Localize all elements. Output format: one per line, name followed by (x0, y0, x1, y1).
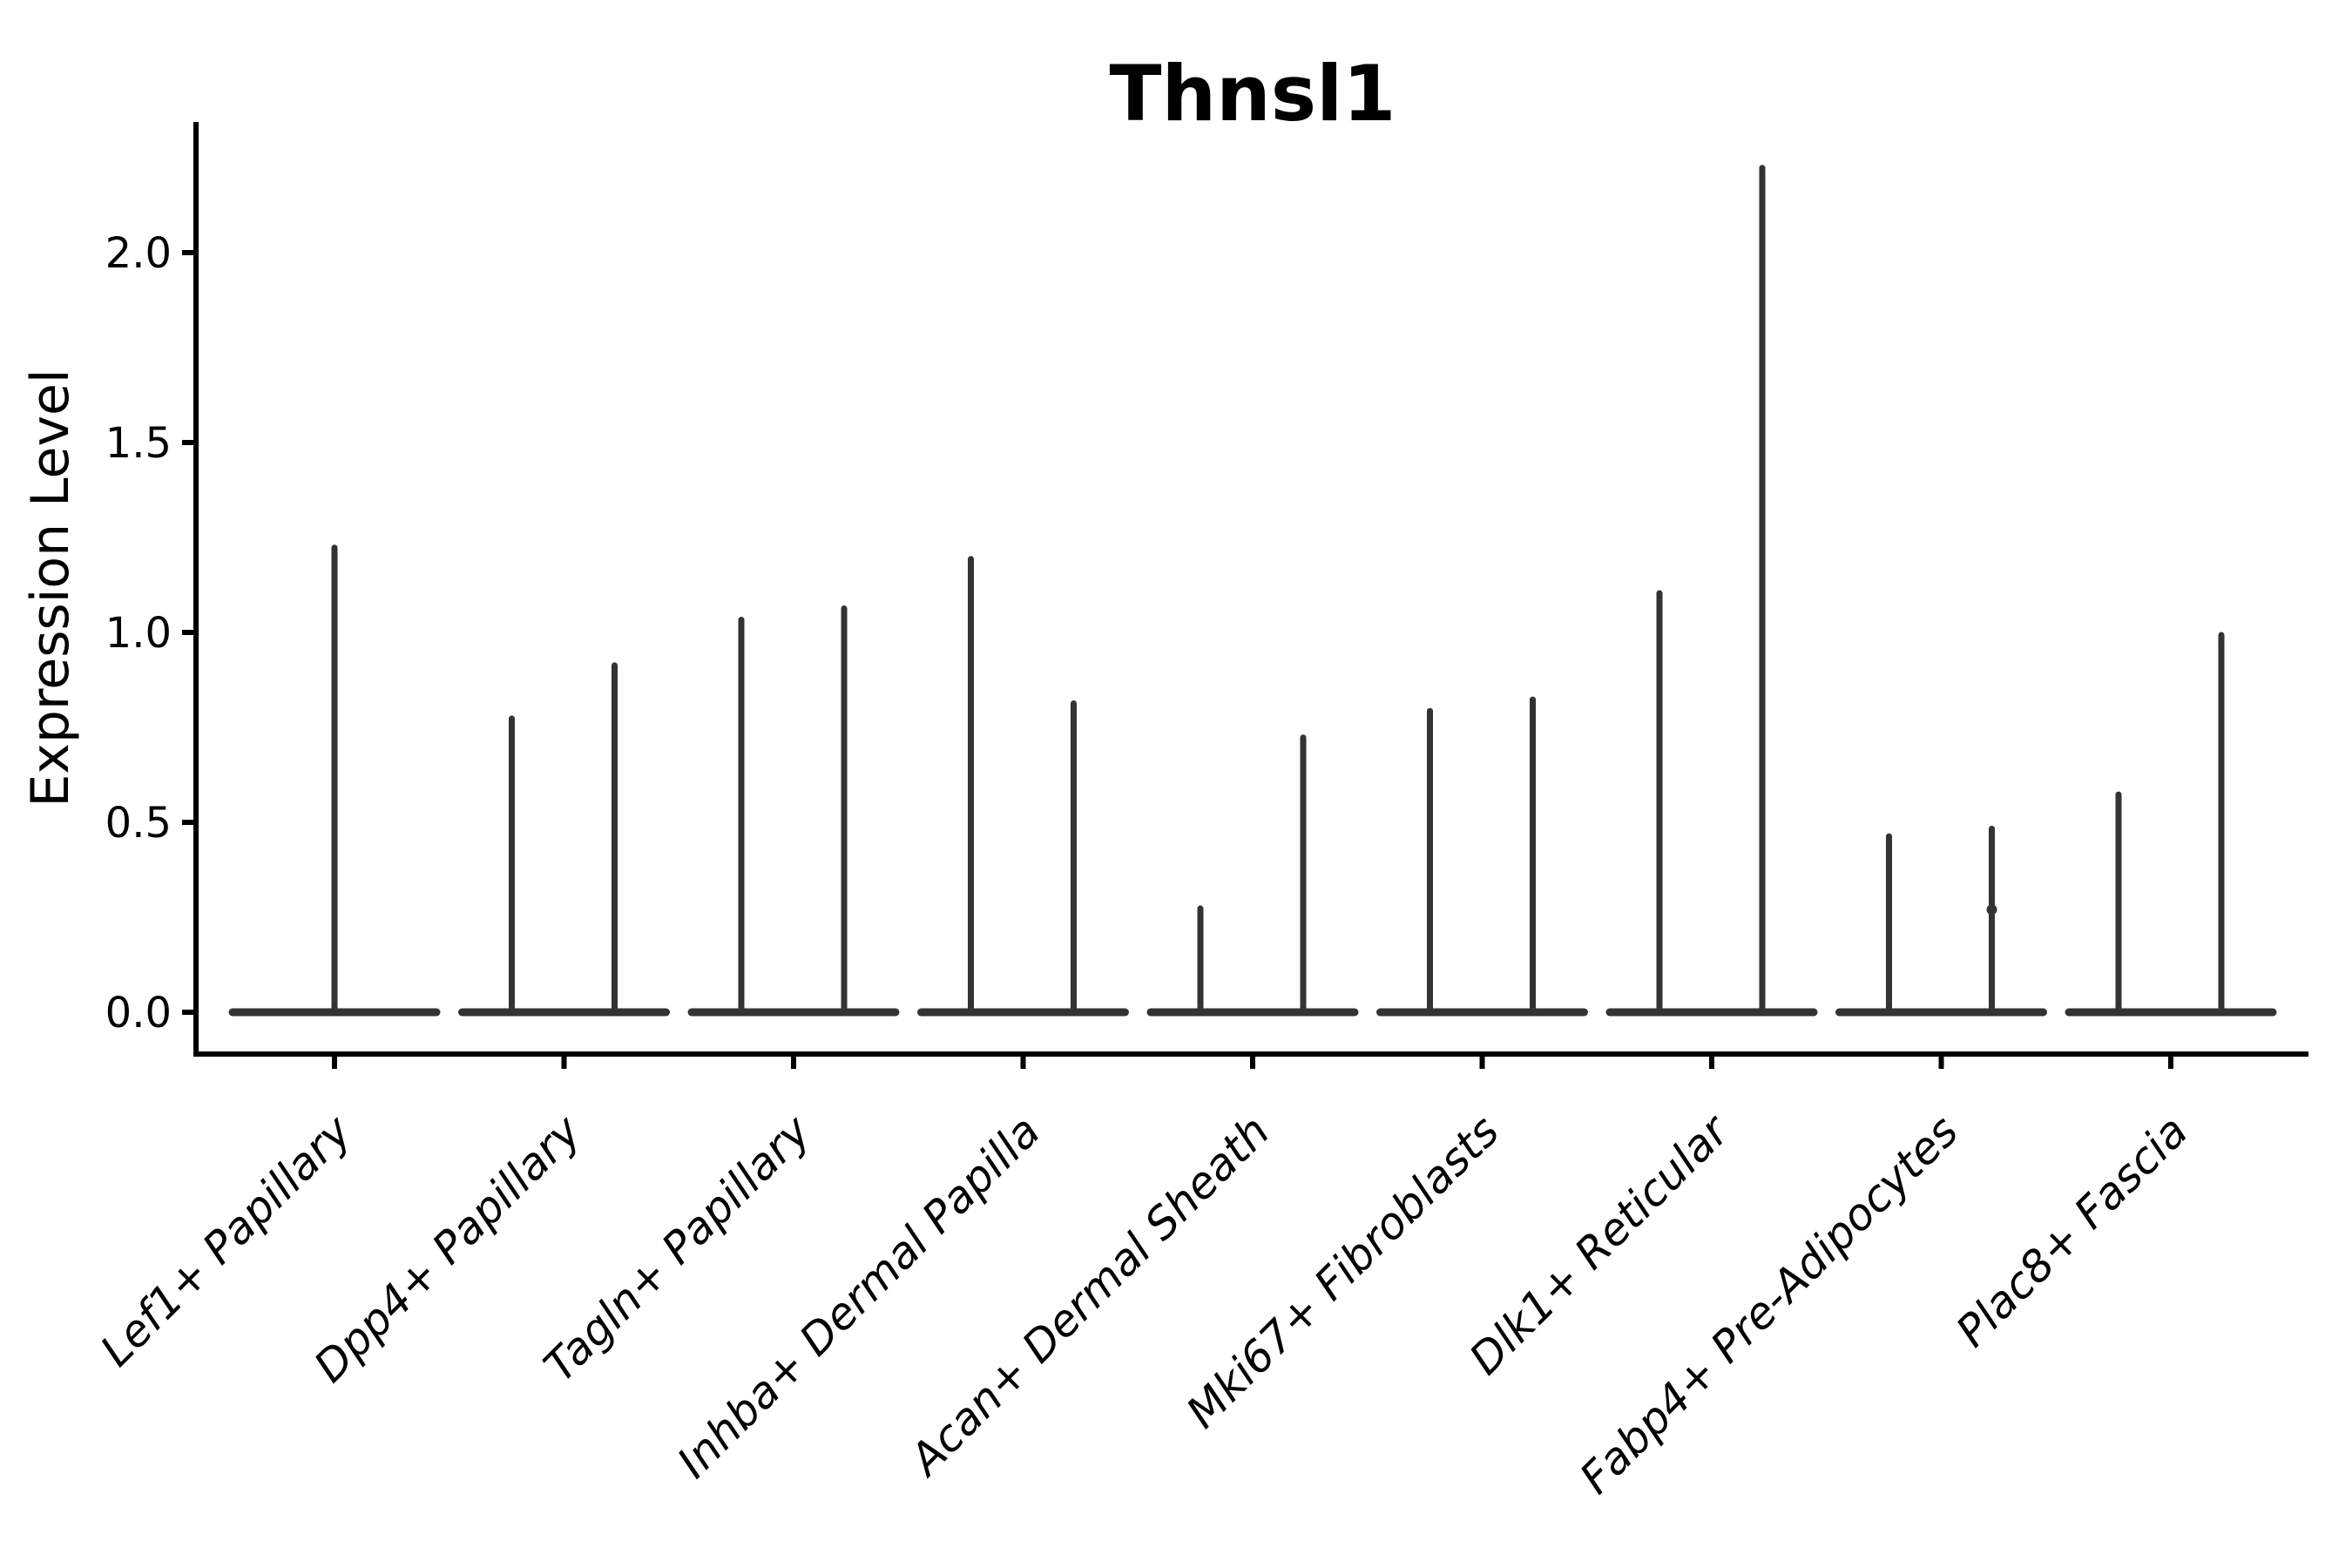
violin-group (1835, 825, 2047, 1017)
violin-group (228, 544, 441, 1017)
violin-group (458, 662, 670, 1017)
x-tick-label: Inhba+ Dermal Papilla (668, 1105, 1050, 1487)
y-ticks: 0.0 0.5 1.0 1.5 2.0 (105, 229, 196, 1037)
chart-title: Thnsl1 (1109, 49, 1396, 139)
x-tick-label: Fabp4+ Pre-Adipocytes (1570, 1105, 1968, 1504)
y-axis-label: Expression Level (20, 368, 81, 807)
x-tick-label: Plac8+ Fascia (1947, 1105, 2198, 1356)
violin-group (687, 605, 900, 1017)
y-tick-label: 0.0 (105, 989, 172, 1037)
violin-group (1146, 734, 1359, 1017)
violin-group (2065, 632, 2277, 1017)
violin-spike-node (1986, 904, 1997, 916)
violins (228, 165, 2277, 1017)
y-tick-label: 1.0 (105, 609, 172, 658)
x-tick-label: Lef1+ Papillary (91, 1105, 362, 1375)
violin-group (917, 556, 1129, 1017)
y-tick-label: 2.0 (105, 229, 172, 278)
violin-group (1376, 696, 1588, 1017)
y-tick-label: 0.5 (105, 799, 172, 848)
violin-group (1605, 165, 1818, 1017)
y-tick-label: 1.5 (105, 419, 172, 468)
